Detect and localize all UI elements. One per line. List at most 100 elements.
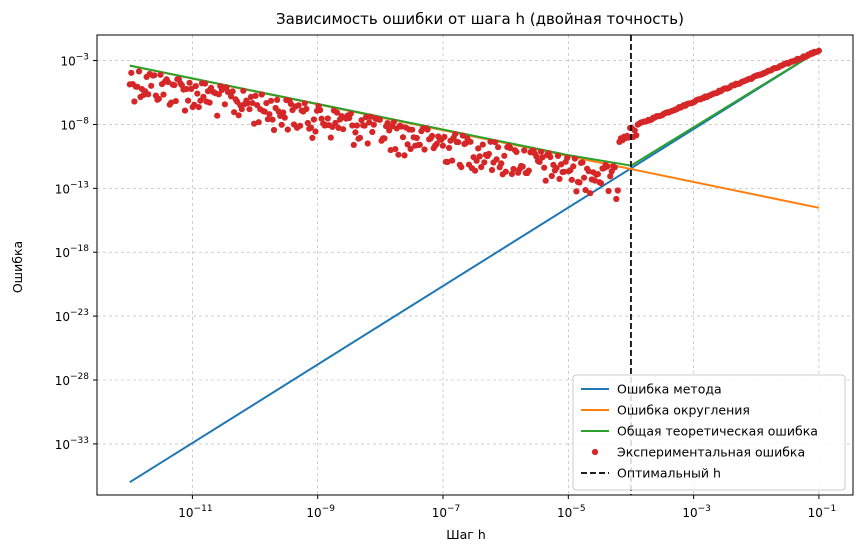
scatter-point bbox=[481, 159, 488, 166]
scatter-point bbox=[266, 111, 273, 118]
series-layer bbox=[126, 35, 823, 495]
scatter-point bbox=[278, 121, 285, 128]
scatter-point bbox=[553, 165, 560, 172]
y-tick-label-base: 10 bbox=[55, 438, 70, 452]
scatter-point bbox=[492, 139, 499, 146]
scatter-point bbox=[295, 102, 302, 109]
scatter-point bbox=[401, 152, 408, 159]
scatter-point bbox=[363, 114, 370, 121]
scatter-point bbox=[369, 128, 376, 136]
scatter-point bbox=[459, 132, 466, 139]
scatter-point bbox=[280, 109, 287, 116]
legend-label: Экспериментальная ошибка bbox=[617, 445, 805, 460]
y-tick-label-exp: −33 bbox=[70, 436, 89, 446]
scatter-point bbox=[395, 151, 402, 158]
x-axis-label: Шаг h bbox=[446, 527, 486, 542]
scatter-point bbox=[399, 134, 407, 141]
scatter-point bbox=[495, 144, 502, 151]
scatter-point bbox=[332, 119, 339, 127]
scatter-point bbox=[145, 91, 152, 98]
scatter-point bbox=[353, 122, 360, 129]
scatter-point bbox=[510, 165, 517, 173]
scatter-point bbox=[228, 93, 235, 100]
scatter-point bbox=[361, 122, 368, 129]
x-tick-label: 10−1 bbox=[808, 504, 837, 520]
scatter-point bbox=[366, 119, 373, 126]
scatter-point bbox=[597, 180, 605, 187]
scatter-point bbox=[485, 150, 492, 157]
scatter-point bbox=[479, 141, 486, 148]
scatter-point bbox=[458, 164, 465, 171]
scatter-point bbox=[433, 140, 440, 147]
scatter-point bbox=[547, 153, 554, 161]
scatter-point bbox=[263, 100, 270, 107]
scatter-point bbox=[554, 152, 562, 159]
legend-label: Общая теоретическая ошибка bbox=[617, 424, 818, 439]
x-tick-label-exp: −7 bbox=[447, 504, 460, 514]
scatter-point bbox=[200, 93, 207, 100]
y-tick-label-base: 10 bbox=[60, 118, 75, 132]
scatter-point bbox=[542, 177, 549, 184]
scatter-point bbox=[148, 82, 155, 89]
scatter-point bbox=[312, 128, 319, 135]
scatter-point bbox=[536, 158, 543, 165]
scatter-point bbox=[297, 122, 304, 129]
scatter-point bbox=[364, 140, 371, 147]
scatter-point bbox=[352, 129, 359, 136]
y-tick-label-exp: −3 bbox=[76, 53, 89, 63]
scatter-point bbox=[541, 164, 548, 171]
scatter-point bbox=[350, 141, 357, 148]
scatter-point bbox=[252, 92, 259, 99]
scatter-point bbox=[358, 117, 365, 124]
x-tick-label: 10−5 bbox=[557, 504, 586, 520]
legend-entry: Ошибка округления bbox=[581, 403, 750, 418]
scatter-point bbox=[538, 148, 545, 155]
y-tick-label-exp: −8 bbox=[76, 116, 90, 126]
scatter-point bbox=[472, 167, 479, 174]
scatter-point bbox=[347, 110, 354, 117]
scatter-point bbox=[611, 164, 618, 171]
legend-box bbox=[572, 374, 846, 491]
scatter-point bbox=[416, 141, 423, 148]
scatter-point bbox=[441, 133, 448, 140]
scatter-point bbox=[157, 71, 164, 78]
scatter-point bbox=[131, 98, 138, 105]
legend-label: Ошибка округления bbox=[617, 403, 750, 418]
scatter-point bbox=[287, 100, 294, 107]
scatter-point bbox=[605, 187, 612, 195]
scatter-point bbox=[392, 146, 399, 153]
scatter-point bbox=[128, 69, 135, 76]
scatter-point bbox=[498, 160, 505, 167]
legend-label: Оптимальный h bbox=[617, 466, 721, 481]
scatter-point bbox=[579, 159, 586, 166]
scatter-point bbox=[238, 106, 245, 113]
scatter-point bbox=[384, 120, 391, 127]
scatter-point bbox=[568, 176, 575, 183]
y-tick-label-exp: −18 bbox=[70, 244, 89, 254]
scatter-point bbox=[488, 166, 496, 174]
scatter-point bbox=[151, 72, 158, 79]
scatter-point bbox=[449, 157, 456, 164]
scatter-point bbox=[303, 105, 310, 113]
scatter-point bbox=[340, 126, 347, 133]
scatter-point bbox=[324, 115, 331, 122]
scatter-point bbox=[318, 115, 325, 122]
scatter-point bbox=[556, 175, 563, 182]
scatter-point bbox=[229, 88, 236, 95]
scatter-point bbox=[475, 145, 482, 152]
x-tick-label-exp: −9 bbox=[322, 504, 336, 514]
y-tick-label: 10−8 bbox=[60, 116, 89, 132]
scatter-point bbox=[274, 96, 281, 103]
scatter-point bbox=[421, 146, 428, 153]
x-tick-label-exp: −11 bbox=[194, 504, 213, 514]
scatter-point bbox=[264, 116, 271, 123]
scatter-point bbox=[521, 147, 528, 154]
scatter-point bbox=[594, 171, 602, 178]
line-1f77b4 bbox=[129, 49, 820, 484]
scatter-point bbox=[223, 84, 230, 91]
x-tick-label: 10−7 bbox=[432, 504, 461, 520]
scatter-point bbox=[429, 132, 436, 139]
y-tick-label: 10−18 bbox=[55, 244, 90, 260]
